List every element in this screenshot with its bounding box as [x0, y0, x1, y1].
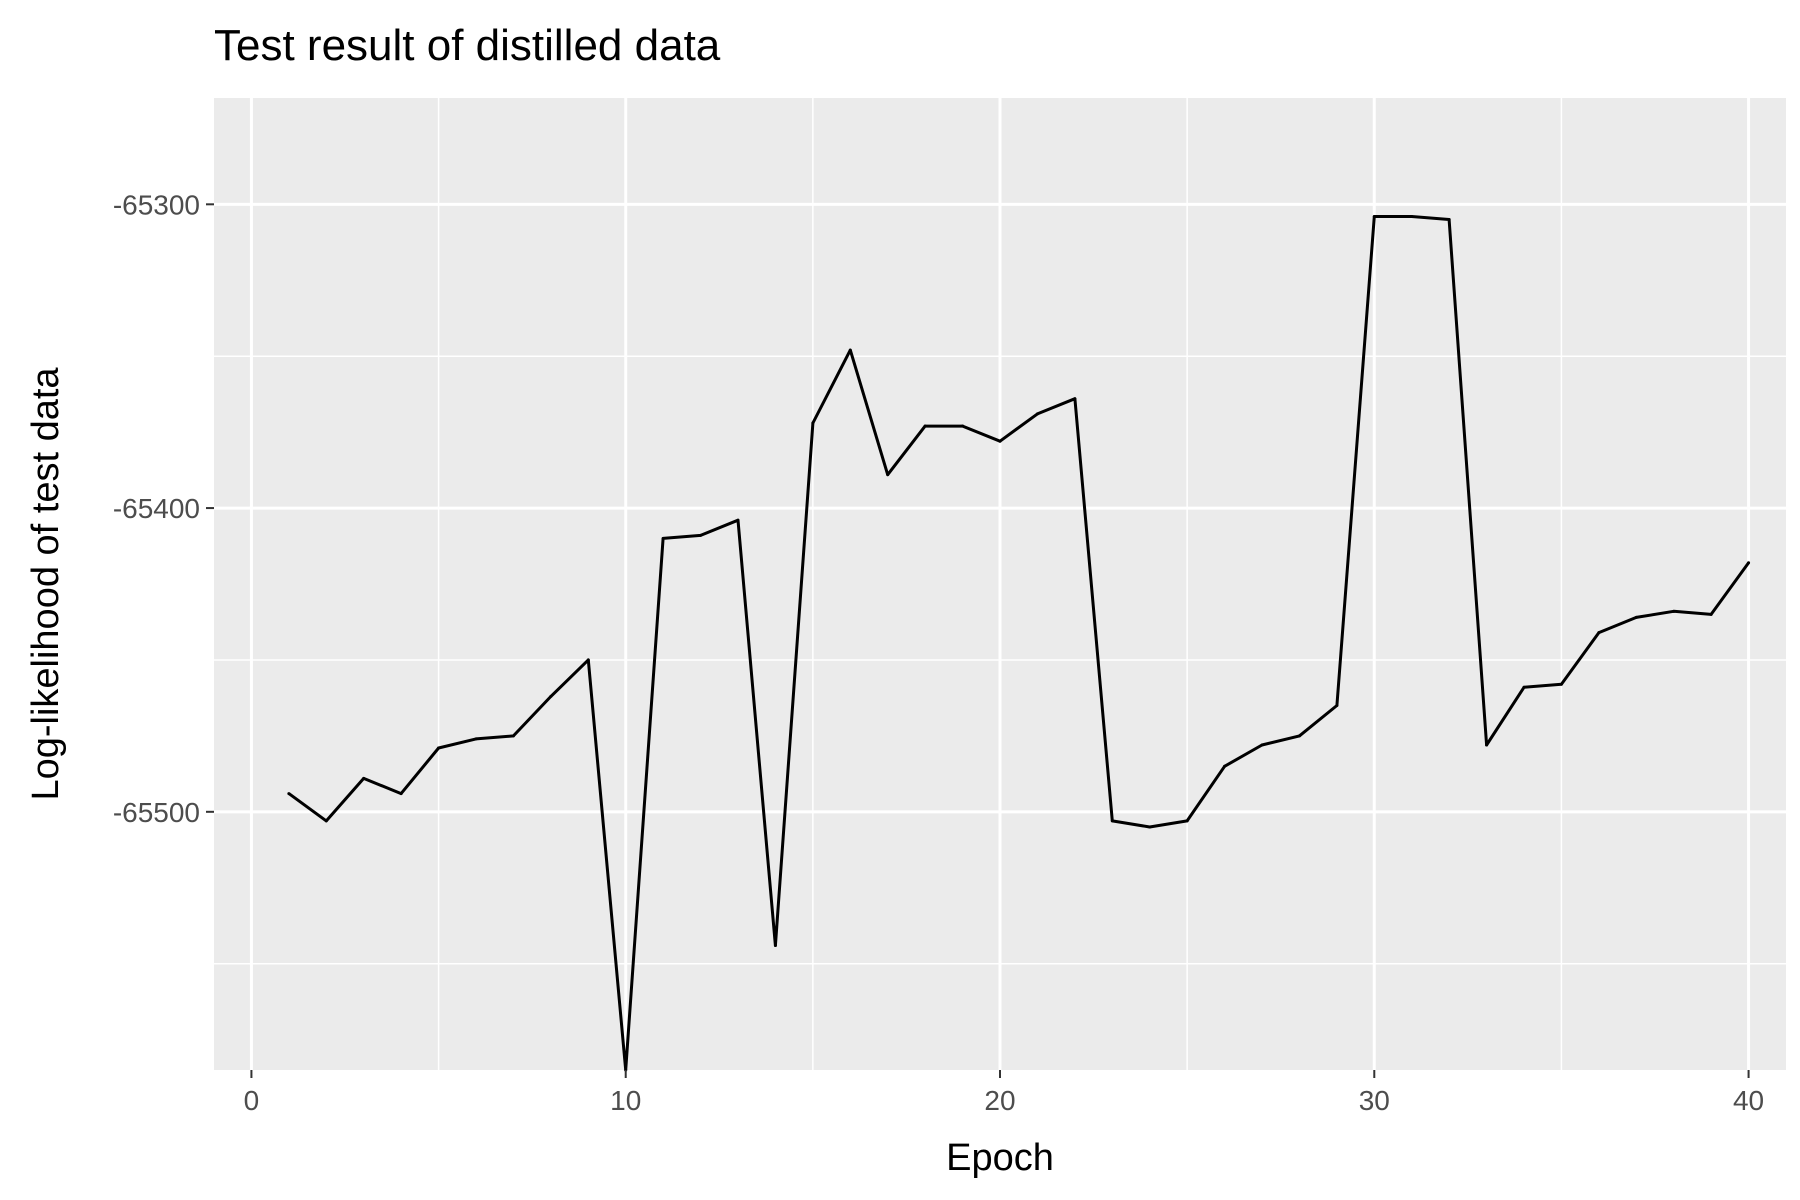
data-point: [1110, 819, 1114, 823]
data-point: [1148, 825, 1152, 829]
x-tick-label: 40: [1733, 1085, 1764, 1116]
data-point: [437, 746, 441, 750]
data-point: [1559, 682, 1563, 686]
x-tick-label: 0: [244, 1085, 260, 1116]
data-point: [287, 792, 291, 796]
data-point: [736, 518, 740, 522]
y-tick-label: -65300: [113, 189, 200, 220]
data-point: [1747, 561, 1751, 565]
data-point: [399, 792, 403, 796]
data-point: [1522, 685, 1526, 689]
series-line: [288, 215, 1750, 1072]
major-gridlines: [214, 98, 1786, 1070]
data-point: [699, 533, 703, 537]
data-point: [961, 424, 965, 428]
y-tick-label: -65400: [113, 493, 200, 524]
y-tick-label: -65500: [113, 797, 200, 828]
data-point: [661, 536, 665, 540]
data-point: [1485, 743, 1489, 747]
x-tick-label: 20: [984, 1085, 1015, 1116]
data-point: [923, 424, 927, 428]
axis-ticks: [206, 203, 1750, 1078]
data-point: [1634, 615, 1638, 619]
data-point: [848, 348, 852, 352]
data-point: [549, 694, 553, 698]
series-layer: [287, 214, 1751, 1072]
data-point: [1073, 397, 1077, 401]
data-point: [811, 421, 815, 425]
data-point: [886, 473, 890, 477]
data-point: [998, 439, 1002, 443]
data-point: [1223, 764, 1227, 768]
x-tick-label: 30: [1359, 1085, 1390, 1116]
x-tick-label: 10: [610, 1085, 641, 1116]
data-point: [1597, 631, 1601, 635]
data-point: [1185, 819, 1189, 823]
data-point: [1035, 412, 1039, 416]
data-point: [1372, 214, 1376, 218]
data-point: [1709, 612, 1713, 616]
data-point: [324, 819, 328, 823]
data-point: [362, 776, 366, 780]
data-point: [474, 737, 478, 741]
y-axis-title: Log-likelihood of test data: [25, 367, 67, 801]
x-axis-title: Epoch: [946, 1137, 1054, 1179]
data-point: [1447, 218, 1451, 221]
data-point: [1335, 704, 1339, 707]
data-point: [1260, 743, 1264, 747]
data-point: [1297, 734, 1301, 738]
data-point: [1410, 214, 1414, 218]
data-point: [511, 734, 515, 738]
axis-tick-labels: 0 10 20 30 40 -65300 -65400 -65500: [113, 189, 1764, 1116]
data-point: [1672, 609, 1676, 613]
data-point: [586, 658, 590, 662]
chart-title: Test result of distilled data: [214, 21, 721, 70]
data-point: [773, 943, 777, 947]
